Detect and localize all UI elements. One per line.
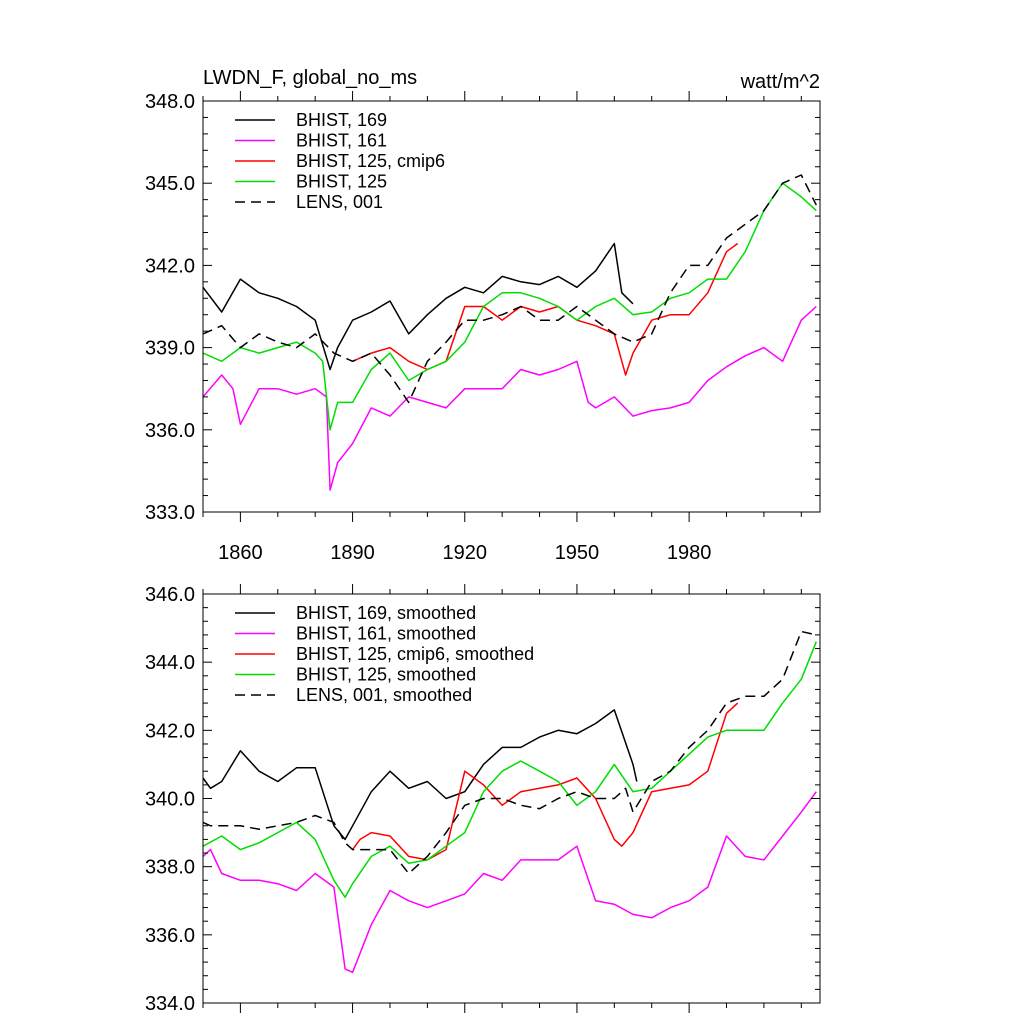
bottom-series-layer (202, 630, 817, 974)
bottom-axis-layer: 334.0 336.0 338.0 340.0 342.0 344.0 346.0 (145, 584, 820, 1015)
top-series-line-1 (202, 242, 634, 371)
top-y-tick-label: 333.0 (145, 502, 195, 524)
top-axis-layer: 333.0 336.0 339.0 342.0 345.0 348.0 1860 1890 19… (145, 91, 820, 564)
top-chart: LWDN_F, global_no_ms watt/m^2 333.0 336.0… (145, 67, 821, 564)
bottom-y-tick-label: 336.0 (145, 925, 195, 947)
bottom-series-line-3 (351, 702, 739, 861)
bottom-y-tick-label: 338.0 (145, 857, 195, 879)
top-legend-label-4: BHIST, 125 (296, 172, 387, 192)
bottom-series-line-1 (202, 709, 638, 841)
top-legend-label-5: LENS, 001 (296, 192, 383, 212)
top-x-tick-label: 1890 (330, 542, 375, 564)
bottom-y-tick-label: 346.0 (145, 584, 195, 606)
bottom-series-line-4 (202, 641, 817, 899)
bottom-y-tick-label: 342.0 (145, 720, 195, 742)
bottom-series-line-2 (202, 791, 817, 974)
bottom-legend-label-2: BHIST, 161, smoothed (296, 624, 476, 644)
top-legend-label-3: BHIST, 125, cmip6 (296, 151, 445, 171)
bottom-legend-label-5: LENS, 001, smoothed (296, 685, 472, 705)
bottom-legend-label-1: BHIST, 169, smoothed (296, 603, 476, 623)
top-legend-label-1: BHIST, 169 (296, 110, 387, 130)
top-plot-frame (202, 100, 821, 513)
bottom-legend-label-3: BHIST, 125, cmip6, smoothed (296, 644, 534, 664)
top-x-tick-label: 1920 (443, 542, 488, 564)
top-legend-label-2: BHIST, 161 (296, 131, 387, 151)
top-x-tick-label: 1980 (667, 542, 712, 564)
bottom-series-line-5 (202, 630, 817, 875)
top-x-tick-label: 1950 (555, 542, 600, 564)
bottom-y-tick-label: 340.0 (145, 789, 195, 811)
top-series-line-3 (352, 242, 739, 376)
top-y-tick-label: 339.0 (145, 338, 195, 360)
bottom-chart: 334.0 336.0 338.0 340.0 342.0 344.0 346.0 BHIS… (145, 584, 821, 1015)
bottom-y-tick-label: 344.0 (145, 652, 195, 674)
top-y-tick-label: 348.0 (145, 91, 195, 113)
top-x-tick-label: 1860 (218, 542, 263, 564)
top-series-line-4 (202, 182, 817, 431)
top-series-line-5 (202, 174, 817, 404)
top-y-tick-label: 342.0 (145, 255, 195, 277)
top-y-tick-label: 336.0 (145, 420, 195, 442)
top-y-tick-label: 345.0 (145, 173, 195, 195)
top-chart-units: watt/m^2 (740, 71, 820, 93)
top-series-layer (202, 174, 817, 491)
bottom-y-tick-label: 334.0 (145, 993, 195, 1015)
top-chart-title: LWDN_F, global_no_ms (203, 67, 417, 89)
bottom-legend-label-4: BHIST, 125, smoothed (296, 665, 476, 685)
top-series-line-2 (202, 305, 817, 491)
